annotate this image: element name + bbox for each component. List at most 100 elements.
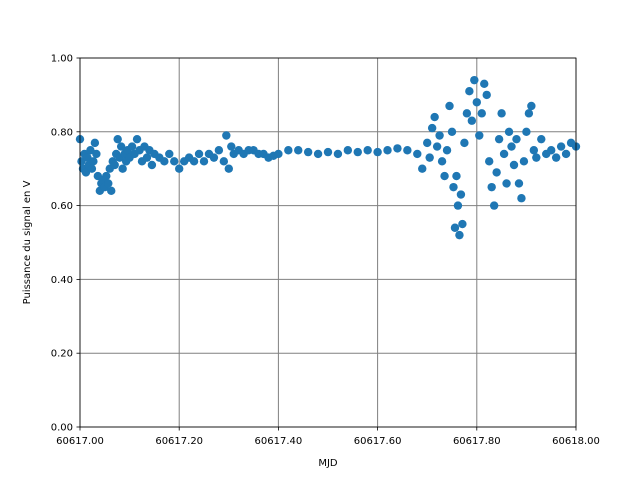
data-point — [499, 149, 509, 159]
data-point — [524, 109, 534, 118]
data-point — [519, 157, 529, 166]
data-point — [194, 149, 204, 159]
data-point — [456, 190, 466, 199]
data-point — [437, 157, 447, 166]
data-point — [147, 160, 157, 170]
ticks: 60617.00 60617.20 60617.40 60617.60 60617.80… — [51, 54, 600, 448]
data-point — [104, 179, 113, 188]
data-point — [118, 164, 127, 173]
data-point — [333, 149, 343, 159]
data-point — [480, 79, 489, 89]
data-point — [537, 134, 546, 144]
data-point — [455, 230, 464, 240]
data-point — [363, 146, 372, 155]
data-point — [403, 146, 412, 155]
data-point — [107, 186, 116, 196]
data-point — [494, 134, 504, 144]
data-point — [224, 164, 233, 173]
data-point — [470, 75, 479, 85]
data-point — [465, 87, 474, 96]
data-point — [435, 131, 444, 140]
x-tick-label: 60617.20 — [155, 436, 203, 447]
data-point — [142, 153, 152, 162]
points — [75, 75, 581, 240]
data-point — [432, 142, 442, 151]
data-point — [517, 194, 526, 203]
data-point — [353, 147, 362, 157]
data-point — [189, 157, 199, 166]
y-tick-label: 0.80 — [51, 127, 73, 138]
data-point — [425, 153, 434, 162]
data-point — [373, 147, 382, 157]
data-point — [477, 109, 486, 118]
data-point — [222, 131, 231, 140]
data-point — [556, 142, 566, 151]
x-tick-label: 60617.00 — [56, 436, 104, 447]
data-point — [440, 171, 449, 181]
data-point — [450, 223, 460, 232]
data-point — [460, 138, 469, 148]
data-point — [507, 142, 516, 151]
data-point — [423, 138, 432, 148]
data-point — [89, 157, 98, 166]
data-point — [92, 149, 101, 159]
data-point — [87, 164, 97, 173]
data-point — [504, 127, 514, 136]
data-point — [132, 134, 142, 144]
data-point — [209, 153, 219, 162]
data-point — [445, 101, 454, 111]
data-point — [413, 149, 422, 159]
data-point — [323, 147, 333, 157]
data-point — [529, 146, 539, 155]
y-axis-label: Puissance du signal en V — [22, 180, 33, 304]
data-point — [509, 160, 519, 170]
x-axis-label: MJD — [318, 458, 338, 469]
x-tick-label: 60617.40 — [255, 436, 303, 447]
data-point — [418, 164, 427, 173]
data-point — [561, 149, 571, 159]
data-point — [522, 127, 531, 136]
data-point — [383, 146, 392, 155]
data-point — [313, 149, 323, 159]
data-point — [482, 90, 491, 100]
x-tick-label: 60617.80 — [453, 436, 501, 447]
data-point — [393, 144, 402, 153]
data-point — [214, 146, 224, 155]
data-point — [447, 127, 457, 136]
plot-frame — [79, 57, 577, 428]
data-point — [442, 146, 452, 155]
data-point — [532, 153, 541, 162]
y-tick-label: 0.20 — [51, 349, 73, 360]
data-point — [475, 131, 484, 140]
data-point — [110, 160, 119, 170]
data-point — [502, 179, 511, 188]
data-point — [116, 142, 126, 151]
data-point — [489, 201, 499, 210]
data-point — [303, 147, 313, 157]
data-point — [274, 149, 283, 159]
data-point — [219, 157, 229, 166]
data-point — [449, 182, 458, 192]
data-point — [492, 168, 501, 177]
data-point — [430, 112, 439, 122]
data-point — [497, 109, 506, 118]
data-point — [452, 171, 461, 181]
data-point — [453, 201, 463, 210]
data-point — [102, 171, 111, 181]
y-tick-label: 0.00 — [51, 423, 73, 434]
y-tick-label: 0.40 — [51, 275, 73, 286]
data-point — [227, 142, 236, 151]
x-tick-label: 60618.00 — [552, 436, 600, 447]
data-point — [427, 123, 437, 133]
data-point — [90, 138, 100, 148]
data-point — [343, 146, 353, 155]
data-point — [113, 134, 122, 144]
data-point — [160, 157, 169, 166]
data-point — [294, 146, 303, 155]
data-point — [467, 116, 477, 125]
data-point — [472, 98, 481, 107]
data-point — [284, 146, 293, 155]
data-point — [165, 149, 174, 159]
